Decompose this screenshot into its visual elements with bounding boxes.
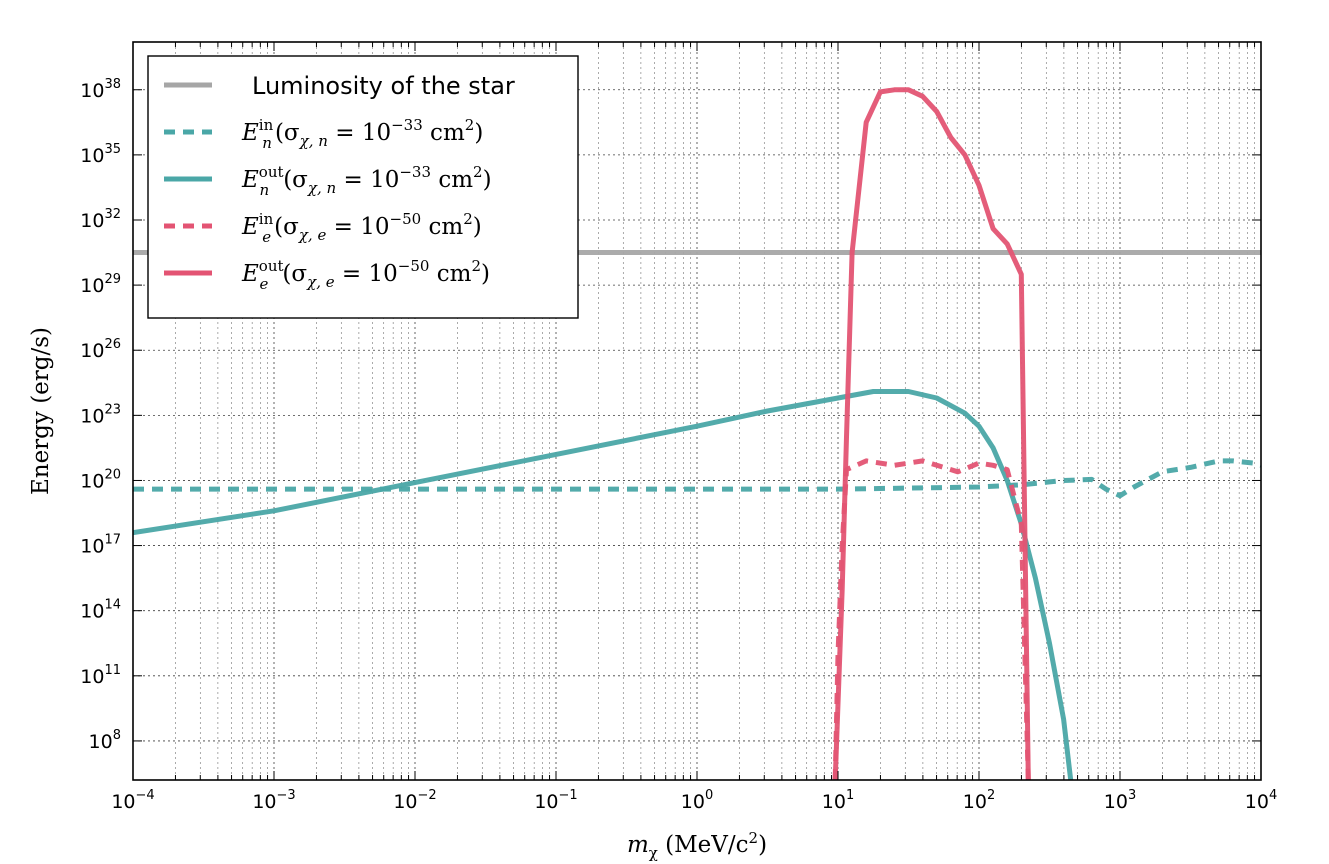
legend-label-0: Luminosity of the star xyxy=(252,72,515,100)
legend-label-4: Eout e (σχ, e = 10−50 cm2) xyxy=(241,257,490,293)
legend: Luminosity of the star Ein n (σχ, n = 10−33… xyxy=(147,55,579,319)
x-tick-label: 101 xyxy=(822,788,854,813)
y-tick-label: 1029 xyxy=(80,272,121,297)
y-tick-label: 1038 xyxy=(80,77,121,102)
x-tick-label: 103 xyxy=(1104,788,1136,813)
series-line-2 xyxy=(133,389,1074,780)
y-tick-label: 1023 xyxy=(80,402,121,427)
x-tick-label: 10−4 xyxy=(111,788,154,813)
y-tick-label: 1026 xyxy=(80,337,121,362)
series-line-4 xyxy=(832,87,1031,780)
x-tick-label: 102 xyxy=(963,788,995,813)
legend-label-2: Eout n (σχ, n = 10−33 cm2) xyxy=(241,163,492,199)
x-tick-label: 100 xyxy=(681,788,713,813)
x-axis-label: mχ (MeV/c2) xyxy=(627,829,767,862)
y-tick-label: 1032 xyxy=(80,207,121,232)
x-tick-label: 104 xyxy=(1245,788,1277,813)
grid-layer xyxy=(133,42,1261,780)
x-tick-label: 10−3 xyxy=(252,788,295,813)
series-line-1 xyxy=(133,458,1261,499)
x-tick-label: 10−2 xyxy=(393,788,436,813)
y-axis-label: Energy (erg/s) xyxy=(28,327,54,495)
y-tick-label: 1014 xyxy=(80,598,121,623)
legend-label-1: Ein n (σχ, n = 10−33 cm2) xyxy=(241,116,483,152)
y-tick-label: 1011 xyxy=(80,663,121,688)
legend-label-3: Ein e (σχ, e = 10−50 cm2) xyxy=(241,210,482,246)
tick-layer xyxy=(133,42,1261,780)
y-tick-label: 1017 xyxy=(80,533,121,558)
legend-box xyxy=(147,55,579,319)
y-tick-label: 1020 xyxy=(80,467,121,492)
x-tick-label: 10−1 xyxy=(534,788,577,813)
label-layer: 10−4 10−3 10−2 10−1 100 101 102 103 104 108 1011 10… xyxy=(28,77,1277,862)
y-tick-label: 1035 xyxy=(80,142,121,167)
y-tick-label: 108 xyxy=(89,728,121,753)
